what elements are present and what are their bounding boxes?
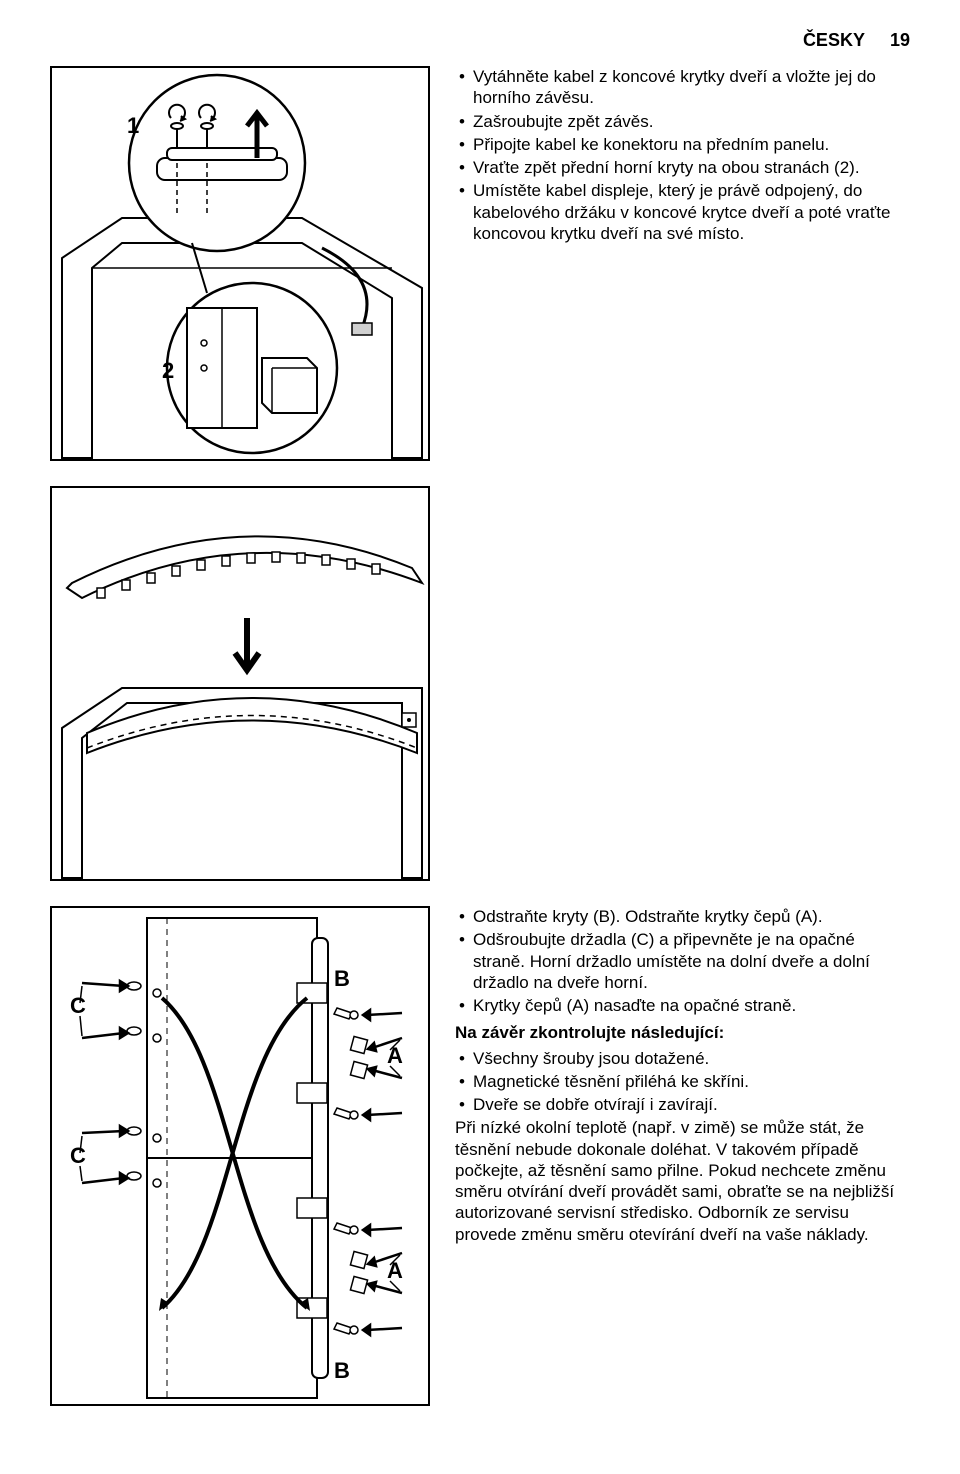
row-1: 1 2 Vytáhněte kabel z koncové krytky dve…: [50, 66, 910, 461]
callout-A: A: [387, 1043, 403, 1068]
row-2: [50, 486, 910, 881]
figure-3: C C B B A A: [50, 906, 430, 1406]
callout-1: 1: [127, 113, 139, 138]
bullet: Všechny šrouby jsou dotažené.: [455, 1048, 910, 1069]
bullet: Odšroubujte držadla (C) a připevněte je …: [455, 929, 910, 993]
bullet: Zašroubujte zpět závěs.: [455, 111, 910, 132]
text-block-1: Vytáhněte kabel z koncové krytky dveří a…: [455, 66, 910, 461]
callout-C: C: [70, 993, 86, 1018]
bullet: Vytáhněte kabel z koncové krytky dveří a…: [455, 66, 910, 109]
page-number: 19: [890, 30, 910, 50]
callout-C2: C: [70, 1143, 86, 1168]
page-header: ČESKY 19: [50, 30, 910, 51]
figure-2: [50, 486, 430, 881]
bullet: Krytky čepů (A) nasaďte na opačné straně…: [455, 995, 910, 1016]
callout-B: B: [334, 966, 350, 991]
bullet: Umístěte kabel displeje, který je právě …: [455, 180, 910, 244]
language-label: ČESKY: [803, 30, 865, 50]
bullet: Dveře se dobře otvírají i zavírají.: [455, 1094, 910, 1115]
callout-2: 2: [162, 358, 174, 383]
bullet: Magnetické těsnění přiléhá ke skříni.: [455, 1071, 910, 1092]
text-block-2: Odstraňte kryty (B). Odstraňte krytky če…: [455, 906, 910, 1406]
bullet: Vraťte zpět přední horní kryty na obou s…: [455, 157, 910, 178]
figure-1: 1 2: [50, 66, 430, 461]
page-content: 1 2 Vytáhněte kabel z koncové krytky dve…: [50, 66, 910, 1431]
paragraph: Při nízké okolní teplotě (např. v zimě) …: [455, 1117, 910, 1245]
bullet: Připojte kabel ke konektoru na předním p…: [455, 134, 910, 155]
callout-A2: A: [387, 1258, 403, 1283]
bullet: Odstraňte kryty (B). Odstraňte krytky če…: [455, 906, 910, 927]
subheading: Na závěr zkontrolujte následující:: [455, 1022, 910, 1043]
callout-B2: B: [334, 1358, 350, 1383]
row-3: C C B B A A Odstraňte kryty (B). Odstraň…: [50, 906, 910, 1406]
